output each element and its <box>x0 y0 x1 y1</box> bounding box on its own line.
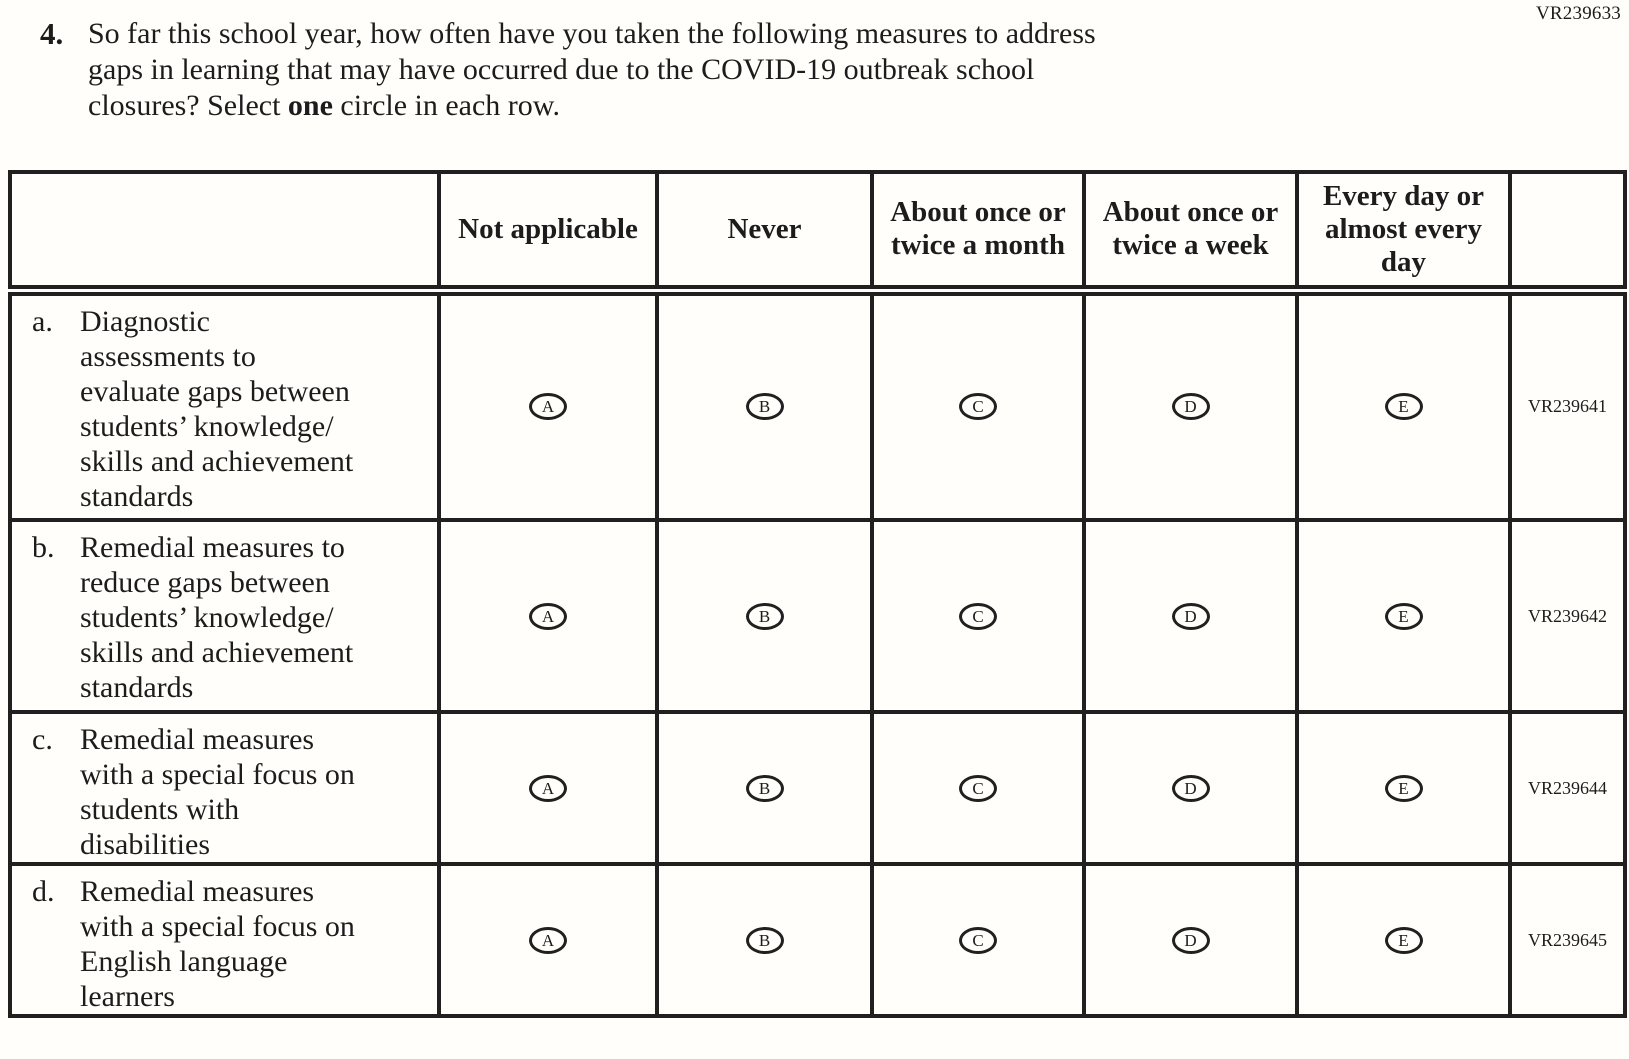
row-code-b: VR239642 <box>1508 518 1627 714</box>
response-bubble-B[interactable]: B <box>745 602 784 630</box>
cell-a-once-twice-month: C <box>870 288 1086 522</box>
question-line3-bold: one <box>287 89 333 122</box>
header-blank <box>8 170 441 296</box>
column-header-not-applicable: Not applicable <box>437 170 659 296</box>
question-line3-post: circle in each row. <box>332 89 561 122</box>
question-line3-pre: closures? Select <box>88 89 288 122</box>
row-letter: b. <box>32 531 55 564</box>
cell-d-never: B <box>655 862 874 1018</box>
response-bubble-D[interactable]: D <box>1171 774 1210 802</box>
cell-a-once-twice-week: D <box>1082 288 1299 522</box>
cell-c-once-twice-month: C <box>870 710 1086 866</box>
table-row-b: b. Remedial measures to reduce gaps betwe… <box>8 518 1627 714</box>
row-label-b: b. Remedial measures to reduce gaps betwe… <box>8 518 441 714</box>
response-bubble-B[interactable]: B <box>745 926 784 954</box>
row-label-d: d. Remedial measures with a special focus… <box>8 862 441 1018</box>
cell-c-not-applicable: A <box>437 710 659 866</box>
header-row: Not applicable Never About once or twice… <box>8 170 1627 296</box>
cell-b-never: B <box>655 518 874 714</box>
response-bubble-D[interactable]: D <box>1171 393 1210 421</box>
response-bubble-A[interactable]: A <box>529 774 567 802</box>
row-code-d: VR239645 <box>1508 862 1627 1018</box>
response-bubble-E[interactable]: E <box>1384 926 1423 954</box>
cell-a-every-day: E <box>1295 288 1512 522</box>
cell-d-once-twice-week: D <box>1082 862 1299 1018</box>
question-line-1: So far this school year, how often have … <box>88 17 1096 50</box>
response-matrix: Not applicable Never About once or twice… <box>8 170 1627 1018</box>
table-row-a: a. Diagnostic assessments to evaluate gaps… <box>8 288 1627 522</box>
column-header-every-day: Every day or almost every day <box>1295 170 1512 296</box>
response-bubble-E[interactable]: E <box>1384 602 1423 630</box>
response-bubble-A[interactable]: A <box>529 393 567 421</box>
response-bubble-D[interactable]: D <box>1171 926 1210 954</box>
response-bubble-E[interactable]: E <box>1384 393 1423 421</box>
response-bubble-A[interactable]: A <box>529 926 567 954</box>
response-bubble-E[interactable]: E <box>1384 774 1423 802</box>
cell-d-not-applicable: A <box>437 862 659 1018</box>
response-bubble-B[interactable]: B <box>745 393 784 421</box>
table-row-c: c. Remedial measures with a special focus… <box>8 710 1627 866</box>
response-bubble-C[interactable]: C <box>959 393 997 421</box>
question-text: So far this school year, how often have … <box>88 16 1096 124</box>
cell-d-every-day: E <box>1295 862 1512 1018</box>
response-bubble-D[interactable]: D <box>1171 602 1210 630</box>
row-label-text: Remedial measures with a special focus on… <box>80 723 355 861</box>
response-bubble-C[interactable]: C <box>959 602 997 630</box>
response-bubble-C[interactable]: C <box>959 774 997 802</box>
row-label-text: Diagnostic assessments to evaluate gaps be… <box>80 304 354 513</box>
row-code-c: VR239644 <box>1508 710 1627 866</box>
row-label-text: Remedial measures with a special focus on… <box>80 875 355 1013</box>
question-line-2: gaps in learning that may have occurred … <box>88 53 1035 86</box>
question-line-3: closures? Select one circle in each row. <box>88 88 1096 124</box>
column-header-once-twice-week: About once or twice a week <box>1082 170 1299 296</box>
response-bubble-B[interactable]: B <box>745 774 784 802</box>
page-form-code: VR239633 <box>1536 3 1621 24</box>
column-header-never: Never <box>655 170 874 296</box>
cell-b-once-twice-month: C <box>870 518 1086 714</box>
response-bubble-A[interactable]: A <box>529 602 567 630</box>
row-letter: c. <box>32 723 53 756</box>
cell-c-every-day: E <box>1295 710 1512 866</box>
cell-a-not-applicable: A <box>437 288 659 522</box>
response-bubble-C[interactable]: C <box>959 926 997 954</box>
cell-b-once-twice-week: D <box>1082 518 1299 714</box>
row-code-a: VR239641 <box>1508 288 1627 522</box>
cell-a-never: B <box>655 288 874 522</box>
question-block: 4. So far this school year, how often ha… <box>40 16 1096 124</box>
table-row-d: d. Remedial measures with a special focus… <box>8 862 1627 1018</box>
cell-c-never: B <box>655 710 874 866</box>
cell-c-once-twice-week: D <box>1082 710 1299 866</box>
row-label-c: c. Remedial measures with a special focus… <box>8 710 441 866</box>
column-header-once-twice-month: About once or twice a month <box>870 170 1086 296</box>
row-label-a: a. Diagnostic assessments to evaluate gaps… <box>8 288 441 522</box>
cell-d-once-twice-month: C <box>870 862 1086 1018</box>
question-number: 4. <box>40 16 64 51</box>
header-code-blank <box>1508 170 1627 296</box>
row-letter: d. <box>32 875 55 908</box>
row-letter: a. <box>32 304 53 338</box>
cell-b-every-day: E <box>1295 518 1512 714</box>
row-label-text: Remedial measures to reduce gaps between s… <box>80 531 354 704</box>
cell-b-not-applicable: A <box>437 518 659 714</box>
